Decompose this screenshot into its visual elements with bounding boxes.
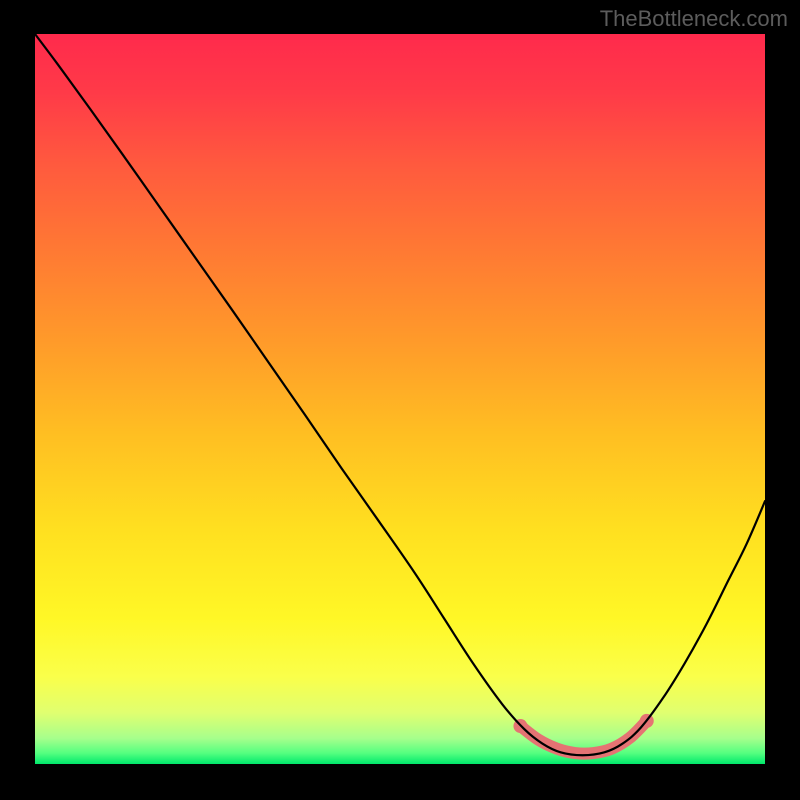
watermark-text: TheBottleneck.com <box>600 6 788 32</box>
chart-svg <box>0 0 800 800</box>
chart-frame: TheBottleneck.com <box>0 0 800 800</box>
plot-background <box>35 34 765 764</box>
